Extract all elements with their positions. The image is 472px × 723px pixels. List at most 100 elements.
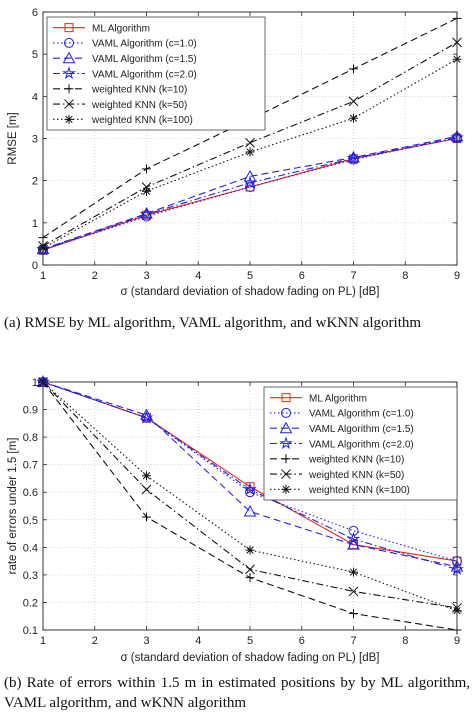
series-line — [42, 137, 458, 250]
legend-marker — [281, 407, 291, 418]
legend-marker — [64, 37, 74, 48]
y-axis-label: RMSE [m] — [7, 112, 19, 164]
y-tick-label: 0 — [32, 260, 38, 272]
series-6 — [38, 37, 462, 251]
data-point — [349, 567, 358, 577]
x-tick-label: 1 — [40, 270, 46, 282]
y-tick-label: 0.2 — [23, 597, 38, 609]
data-point — [245, 487, 255, 498]
x-tick-label: 9 — [454, 270, 460, 282]
legend-item: VAML Algorithm (c=2.0) — [53, 66, 197, 80]
data-point — [346, 151, 361, 165]
data-point — [243, 169, 257, 182]
y-tick-label: 2 — [32, 176, 38, 188]
x-tick-label: 5 — [247, 635, 253, 647]
data-point — [245, 545, 255, 555]
legend-label: VAML Algorithm (c=1.5) — [92, 54, 197, 65]
legend-label: ML Algorithm — [92, 23, 150, 34]
legend-box — [263, 386, 458, 501]
legend-item: weighted KNN (k=50) — [53, 99, 187, 111]
series-line — [42, 381, 458, 568]
x-tick-label: 4 — [195, 270, 201, 282]
x-tick-label: 8 — [402, 635, 408, 647]
caption-b: (b) Rate of errors within 1.5 m in estim… — [4, 675, 470, 711]
y-axis-label: rate of errors under 1.5 [m] — [7, 438, 19, 575]
legend-label: VAML Algorithm (c=1.5) — [309, 424, 414, 435]
legend-marker — [64, 114, 74, 124]
y-tick-label: 0.7 — [23, 460, 38, 472]
data-point — [139, 207, 154, 221]
x-tick-label: 6 — [299, 635, 305, 647]
legend-label: ML Algorithm — [309, 393, 367, 404]
data-point — [245, 573, 255, 583]
x-tick-label: 7 — [350, 270, 356, 282]
data-point — [245, 564, 255, 575]
data-point — [141, 484, 152, 495]
series-line — [42, 381, 458, 570]
chart-b: 1 2 3 4 5 6 7 8 9 0.1 0.2 0.3 0.4 0.5 0.6 0.7 0.8 0.9 1 σ (… — [7, 374, 464, 664]
legend-marker — [279, 421, 293, 434]
legend-item: weighted KNN (k=100) — [53, 114, 193, 126]
x-tick-label: 3 — [143, 635, 149, 647]
y-tick-label: 0.5 — [23, 515, 38, 527]
x-tick-label: 2 — [92, 635, 98, 647]
legend-label: VAML Algorithm (c=2.0) — [309, 439, 414, 450]
series-line — [42, 137, 458, 251]
data-point — [348, 525, 359, 536]
legend-label: VAML Algorithm (c=1.0) — [309, 409, 414, 420]
y-tick-label: 4 — [32, 91, 38, 103]
data-point — [346, 531, 361, 545]
legend-item: weighted KNN (k=100) — [270, 484, 410, 496]
series-line — [42, 17, 458, 239]
legend-label: VAML Algorithm (c=1.0) — [92, 39, 197, 50]
y-tick-label: 3 — [32, 134, 38, 146]
legend-label: weighted KNN (k=50) — [308, 470, 404, 481]
axes-box — [42, 381, 458, 631]
x-tick-label: 4 — [195, 635, 201, 647]
legend-marker — [62, 51, 76, 64]
data-point — [349, 113, 358, 123]
legend-marker — [281, 454, 291, 464]
legend-label: weighted KNN (k=100) — [308, 485, 410, 496]
data-point — [243, 504, 257, 517]
data-point — [348, 96, 359, 107]
x-tick-label: 9 — [454, 635, 460, 647]
legend-marker — [64, 99, 74, 109]
data-point — [347, 538, 360, 550]
y-tick-label: 1 — [32, 218, 38, 230]
legend-item: weighted KNN (k=50) — [270, 469, 404, 481]
x-tick-label: 3 — [143, 270, 149, 282]
data-point — [142, 471, 151, 481]
legend: ML Algorithm VAML Algorithm (c=1.0) VAML A… — [263, 386, 458, 501]
x-axis-label: σ (standard deviation of shadow fading o… — [121, 652, 380, 664]
y-tick-label: 0.9 — [23, 405, 38, 417]
legend-item: VAML Algorithm (c=1.5) — [270, 421, 414, 435]
y-tick-label: 0.8 — [23, 432, 38, 444]
caption-a: (a) RMSE by ML algorithm, VAML algorithm… — [4, 315, 422, 331]
data-point — [245, 137, 255, 148]
legend-label: VAML Algorithm (c=2.0) — [92, 69, 197, 80]
x-tick-label: 6 — [299, 270, 305, 282]
legend-marker — [62, 66, 76, 80]
legend-marker — [279, 436, 293, 450]
x-axis-label: σ (standard deviation of shadow fading o… — [121, 286, 380, 298]
legend-marker — [64, 23, 74, 33]
legend-item: ML Algorithm — [53, 23, 150, 34]
series-line — [42, 41, 458, 247]
y-tick-label: 5 — [32, 49, 38, 61]
data-point — [142, 186, 151, 196]
x-tick-label: 2 — [92, 270, 98, 282]
data-point — [139, 410, 154, 424]
data-point — [142, 164, 151, 174]
y-tick-label: 0.1 — [23, 625, 38, 637]
x-tick-label: 8 — [402, 270, 408, 282]
x-tick-label: 1 — [40, 635, 46, 647]
y-tick-label: 1 — [32, 377, 38, 389]
series-line — [42, 135, 458, 250]
legend: ML Algorithm VAML Algorithm (c=1.0) VAML A… — [46, 16, 266, 131]
data-point — [245, 147, 255, 157]
legend-marker — [281, 484, 291, 494]
legend-item: weighted KNN (k=10) — [53, 84, 187, 96]
data-point — [243, 482, 257, 496]
